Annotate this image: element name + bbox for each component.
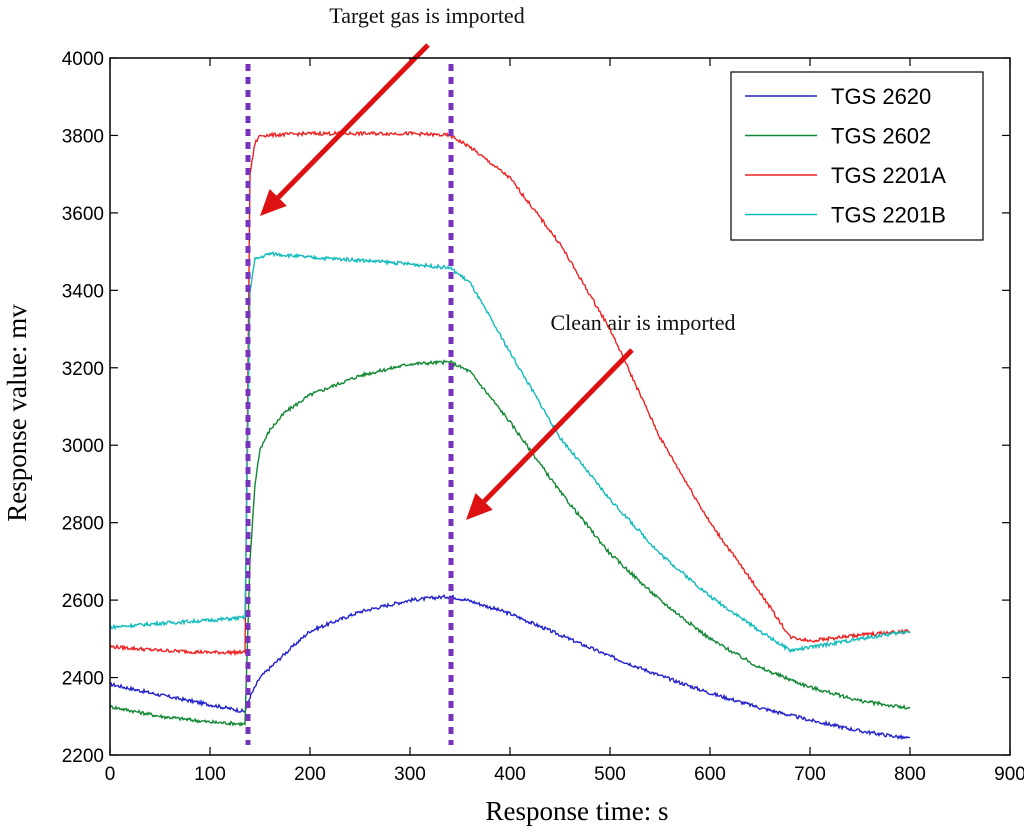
- series-lines: [109, 130, 911, 741]
- y-tick-label: 4000: [62, 49, 104, 70]
- arrow-target-gas: [260, 43, 430, 216]
- event-lines: [245, 64, 454, 745]
- x-tick-label: 500: [594, 764, 626, 785]
- plot-area-frame: [109, 57, 1011, 756]
- x-tick-label: 300: [394, 764, 426, 785]
- x-tick-label: 200: [294, 764, 326, 785]
- y-tick-label: 3400: [62, 281, 104, 302]
- series-line-2: [109, 130, 911, 657]
- series-line-3: [109, 250, 911, 654]
- y-tick-label: 2400: [62, 669, 104, 690]
- y-tick-label: 2200: [62, 746, 104, 767]
- legend-box: [730, 71, 984, 241]
- series-line-1: [109, 359, 911, 727]
- x-tick-label: 0: [105, 764, 116, 785]
- x-tick-label: 700: [794, 764, 826, 785]
- y-tick-label: 3800: [62, 126, 104, 147]
- y-tick-label: 2600: [62, 591, 104, 612]
- legend-label-1: TGS 2602: [831, 124, 931, 149]
- arrow-clean-air: [466, 348, 634, 520]
- legend-label-3: TGS 2201B: [831, 203, 946, 228]
- x-tick-label: 600: [694, 764, 726, 785]
- legend: TGS 2620 TGS 2602 TGS 2201A TGS 2201B: [730, 71, 984, 241]
- x-tick-label: 100: [194, 764, 226, 785]
- x-axis-label: Response time: s: [486, 796, 669, 826]
- annotation-target-gas: Target gas is imported: [329, 3, 524, 28]
- x-tick-label: 900: [994, 764, 1024, 785]
- y-axis-label: Response value: mv: [2, 304, 32, 522]
- y-tick-label: 3600: [62, 204, 104, 225]
- annotation-arrows: [260, 43, 634, 520]
- series-line-0: [109, 593, 911, 741]
- axis-ticks: 0 100 200 300 400 500 600 700 800 900 2200 2400 2600…: [62, 49, 1024, 785]
- legend-label-0: TGS 2620: [831, 84, 931, 109]
- y-tick-label: 2800: [62, 514, 104, 535]
- y-tick-label: 3000: [62, 436, 104, 457]
- x-tick-label: 800: [894, 764, 926, 785]
- legend-label-2: TGS 2201A: [831, 163, 946, 188]
- annotation-clean-air: Clean air is imported: [550, 310, 735, 335]
- y-tick-label: 3200: [62, 359, 104, 380]
- x-tick-label: 400: [494, 764, 526, 785]
